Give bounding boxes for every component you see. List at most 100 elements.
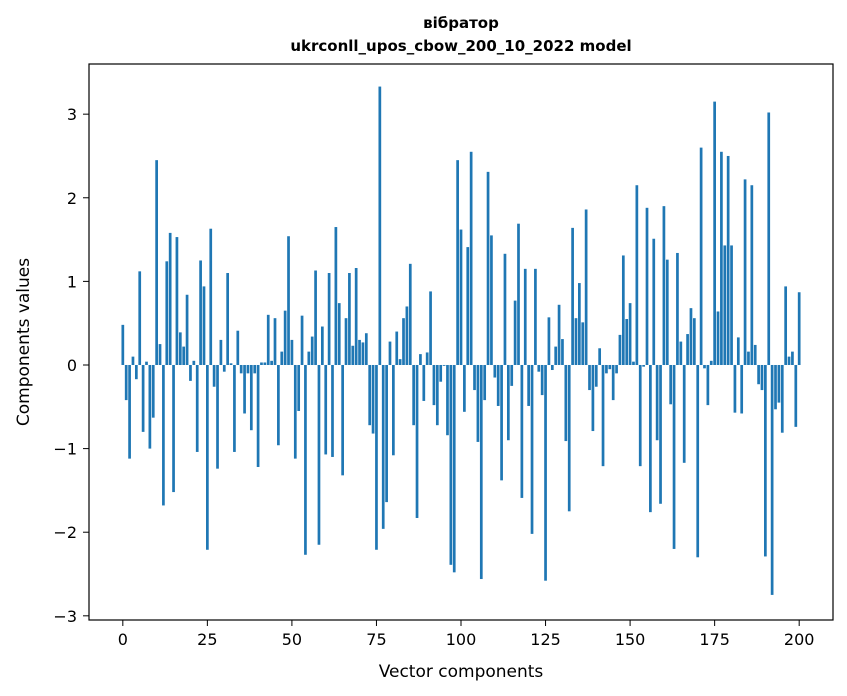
- bar: [686, 334, 689, 365]
- bar: [297, 364, 301, 411]
- bar: [456, 160, 459, 365]
- bar: [574, 318, 578, 365]
- bar: [273, 318, 277, 365]
- bar: [260, 362, 263, 365]
- bar: [216, 364, 219, 469]
- bar: [202, 286, 206, 365]
- bar: [189, 364, 192, 381]
- bar: [665, 259, 669, 365]
- bar: [199, 260, 202, 365]
- bar: [314, 270, 317, 365]
- bar: [588, 364, 591, 391]
- bar: [720, 151, 723, 365]
- x-tick-label: 125: [530, 630, 561, 649]
- bar: [209, 228, 213, 365]
- bar: [764, 364, 767, 557]
- bar: [750, 185, 754, 365]
- bar: [652, 238, 656, 365]
- bar: [310, 336, 314, 365]
- bar: [561, 339, 564, 365]
- bar: [638, 364, 642, 467]
- bar: [405, 306, 409, 365]
- bar: [124, 364, 128, 401]
- bar: [182, 346, 186, 365]
- bar: [564, 364, 568, 442]
- bar: [212, 364, 216, 387]
- bar: [557, 304, 561, 365]
- bar: [446, 364, 449, 436]
- chart-subtitle: ukrconll_upos_cbow_200_10_2022 model: [290, 37, 631, 55]
- bar: [578, 283, 581, 365]
- bar: [233, 364, 236, 452]
- bar: [375, 364, 378, 550]
- bar: [503, 253, 507, 365]
- bar: [398, 359, 402, 365]
- bar: [287, 236, 290, 365]
- x-tick-label: 75: [366, 630, 386, 649]
- bar: [121, 324, 125, 365]
- bar: [747, 351, 750, 365]
- bar: [351, 345, 355, 365]
- bar: [219, 339, 223, 365]
- bar: [483, 364, 487, 401]
- bar: [172, 364, 175, 493]
- bar: [635, 185, 639, 365]
- bar: [354, 268, 358, 365]
- bar: [155, 160, 158, 365]
- bar: [791, 351, 794, 365]
- bar: [452, 364, 456, 573]
- bar: [368, 364, 372, 426]
- bar: [337, 303, 341, 365]
- bar: [324, 364, 328, 455]
- bar: [490, 235, 493, 365]
- bar: [249, 364, 253, 431]
- bar: [192, 360, 196, 365]
- bar: [493, 364, 497, 378]
- x-tick-label: 200: [784, 630, 815, 649]
- bar: [605, 364, 608, 374]
- bar: [618, 334, 622, 365]
- bar: [736, 337, 740, 365]
- bar: [378, 86, 382, 365]
- bar: [229, 363, 233, 365]
- bar: [479, 364, 483, 580]
- bar: [361, 342, 365, 365]
- bar: [263, 362, 267, 365]
- bar: [496, 364, 500, 406]
- bar: [794, 364, 798, 427]
- plot-frame: [88, 63, 834, 621]
- bar: [530, 364, 534, 534]
- bar: [425, 352, 429, 365]
- bar: [723, 245, 727, 365]
- bar: [716, 311, 720, 365]
- bar: [206, 364, 209, 550]
- bar: [581, 322, 585, 365]
- bar: [178, 332, 182, 365]
- bar: [625, 319, 629, 365]
- bar: [520, 364, 524, 498]
- bar: [767, 112, 771, 365]
- bar: [158, 344, 162, 365]
- bar: [348, 273, 351, 365]
- bar: [757, 364, 760, 385]
- bar: [753, 344, 757, 365]
- bar: [385, 364, 388, 503]
- bar: [239, 364, 243, 374]
- bar: [662, 206, 666, 365]
- bar: [195, 364, 199, 452]
- bar: [550, 364, 554, 371]
- bar: [544, 364, 547, 581]
- bar: [334, 227, 338, 365]
- bar: [486, 171, 490, 365]
- bar: [594, 364, 598, 387]
- bar: [692, 318, 696, 365]
- bar: [138, 271, 142, 365]
- bar: [293, 364, 297, 459]
- bar: [408, 263, 412, 365]
- bar: [395, 331, 399, 365]
- bar: [584, 209, 588, 365]
- bar: [449, 364, 453, 565]
- bar: [277, 364, 280, 446]
- bar: [246, 364, 250, 374]
- bar: [162, 364, 165, 506]
